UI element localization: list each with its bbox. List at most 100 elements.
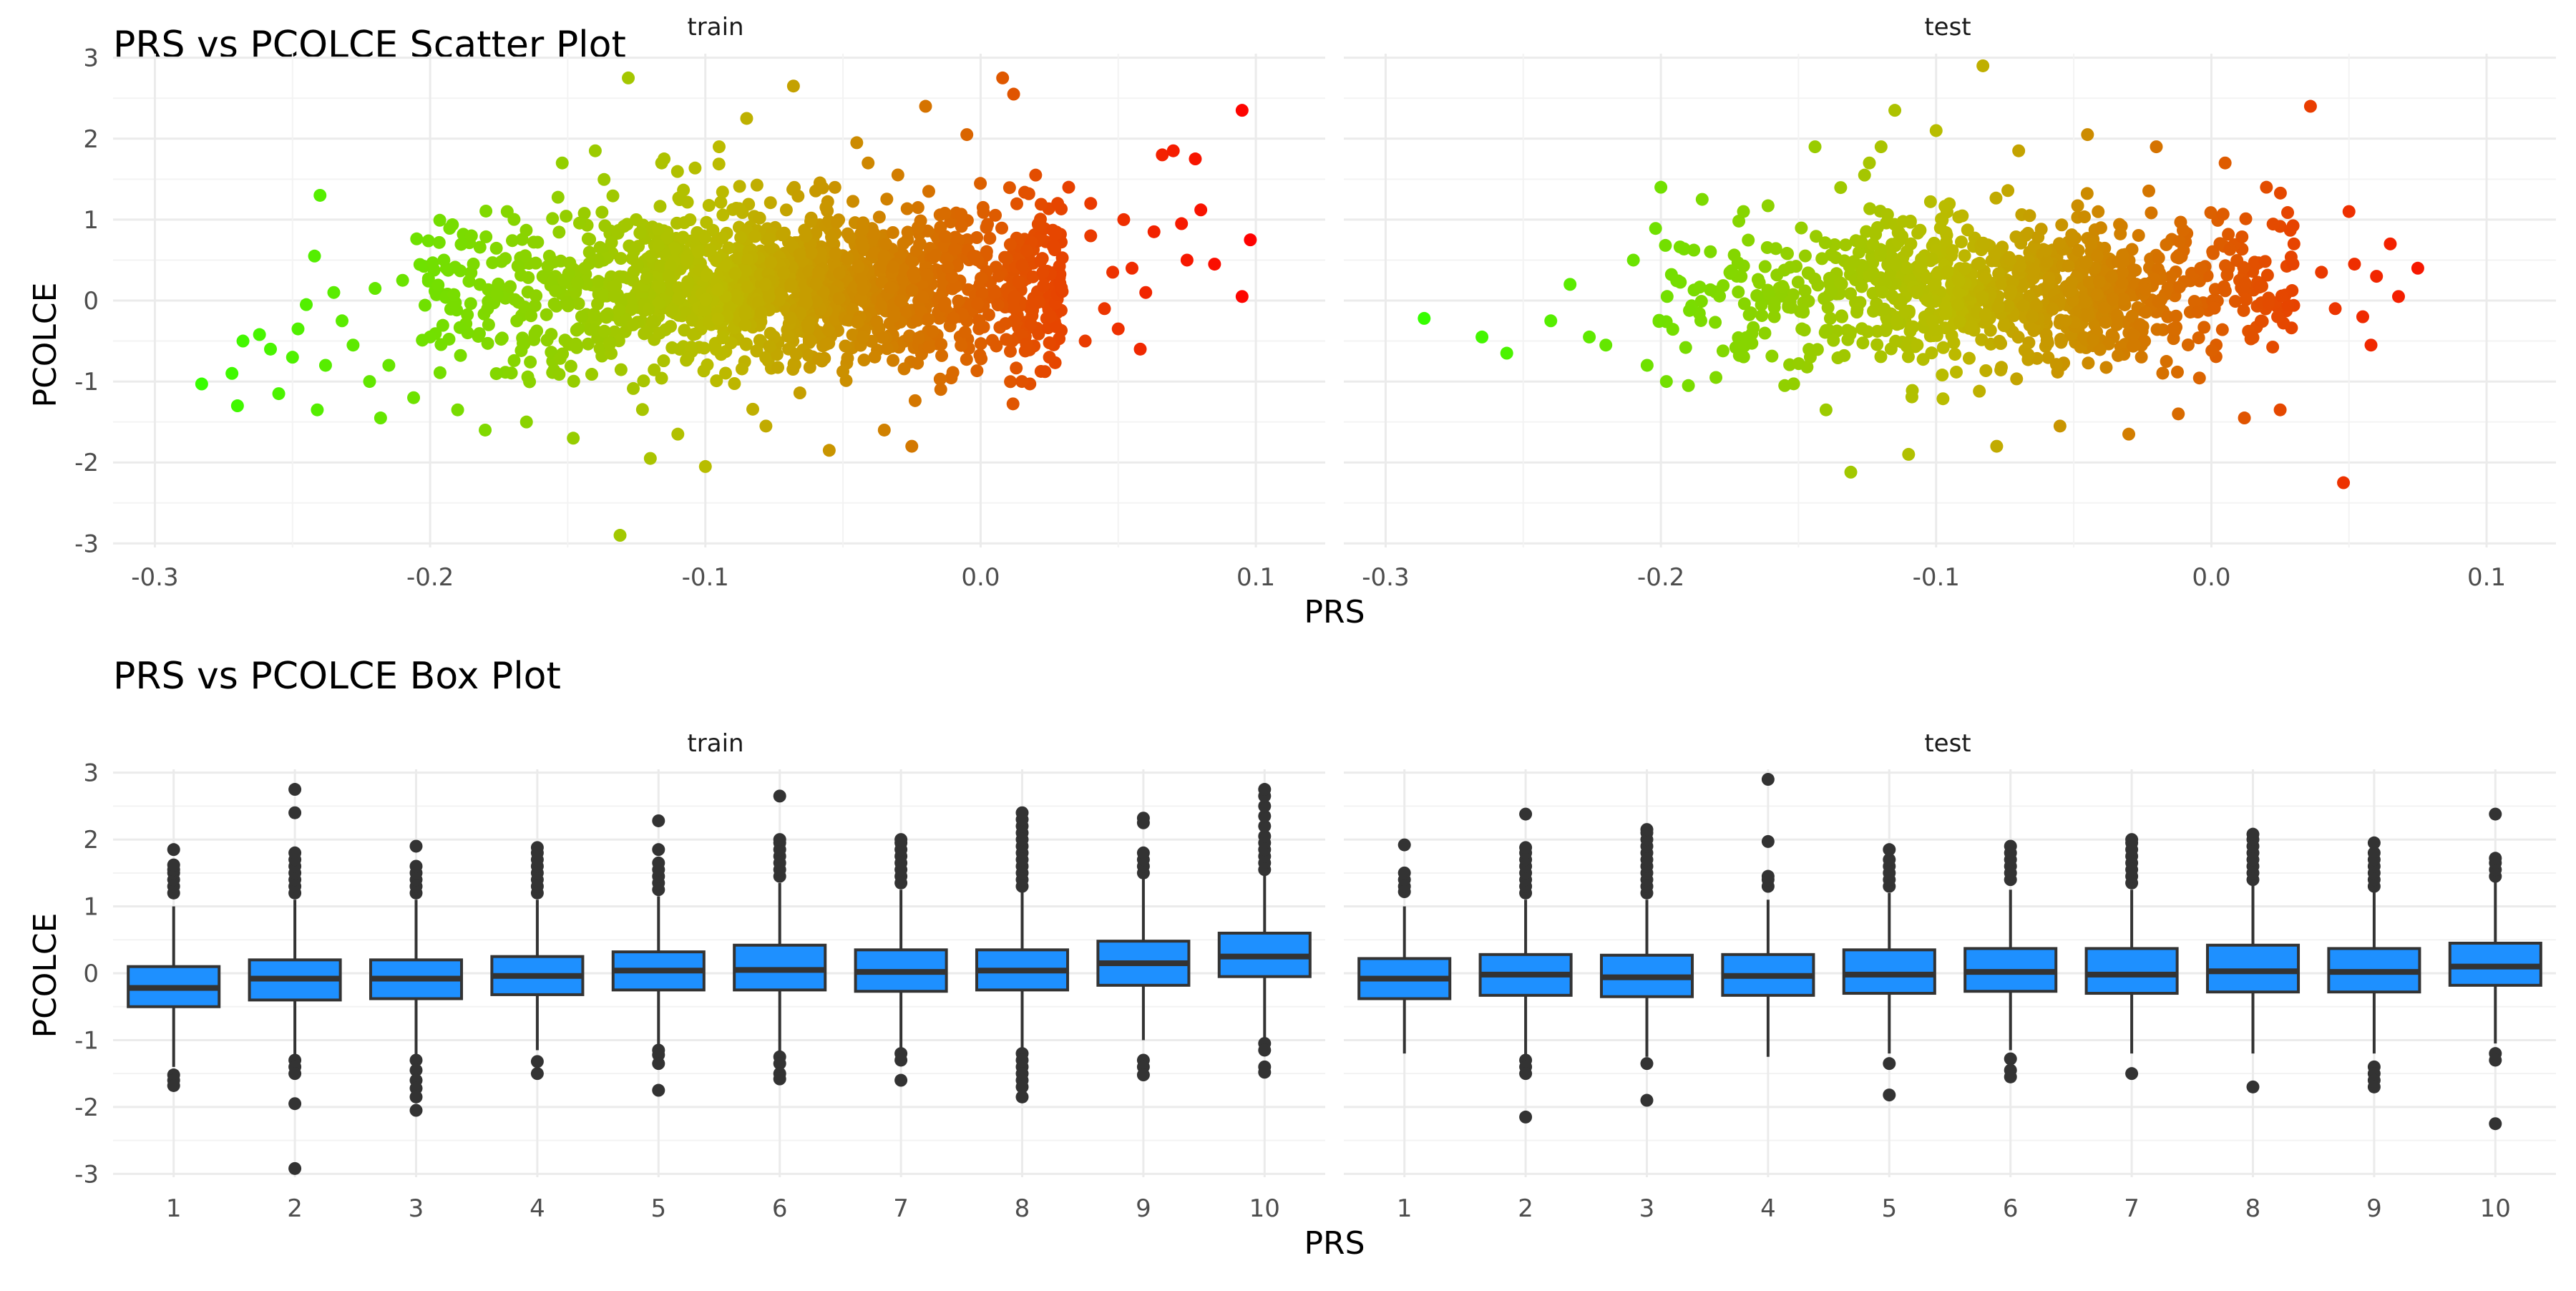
- scatter-point: [950, 259, 964, 273]
- scatter-point: [2021, 226, 2035, 240]
- box-y-tick-labels: -3 -2 -1 0 1 2 3: [74, 759, 99, 1189]
- scatter-point: [1876, 275, 1890, 288]
- scatter-point: [1819, 323, 1833, 337]
- box-outlier: [2367, 846, 2381, 859]
- scatter-point: [264, 342, 278, 356]
- scatter-point: [346, 338, 360, 352]
- scatter-point: [2172, 407, 2185, 421]
- scatter-point: [2170, 309, 2183, 323]
- scatter-point: [1055, 281, 1068, 295]
- scatter-point: [308, 249, 321, 263]
- scatter-point: [934, 383, 947, 396]
- scatter-point: [396, 273, 409, 287]
- scatter-point: [1791, 276, 1805, 289]
- scatter-point: [2356, 310, 2369, 323]
- scatter-point: [1795, 221, 1808, 235]
- scatter-y-tick-label: 3: [83, 44, 99, 73]
- box-x-tick-label: 8: [1015, 1194, 1030, 1223]
- scatter-point: [905, 283, 919, 297]
- scatter-point: [1841, 333, 1855, 346]
- scatter-point: [1687, 243, 1701, 257]
- box-outlier: [1519, 841, 1533, 854]
- scatter-point: [2275, 289, 2288, 303]
- scatter-point: [382, 359, 396, 372]
- scatter-point: [595, 205, 609, 219]
- scatter-point: [2093, 343, 2107, 356]
- scatter-point: [2174, 215, 2187, 229]
- box-plot: PRS vs PCOLCE Box Plot train test -3 -2 -1…: [27, 655, 2556, 1262]
- scatter-point: [2026, 271, 2040, 285]
- scatter-point: [676, 230, 690, 244]
- scatter-y-axis-label: PCOLCE: [27, 283, 64, 408]
- scatter-point: [2133, 318, 2147, 331]
- box-x-tick-label: 6: [772, 1194, 788, 1223]
- scatter-point: [2260, 180, 2273, 194]
- scatter-point: [763, 339, 776, 353]
- scatter-point: [913, 237, 927, 250]
- scatter-point: [567, 374, 580, 388]
- scatter-point: [2001, 299, 2015, 313]
- scatter-point: [784, 278, 798, 291]
- scatter-point: [819, 338, 833, 351]
- scatter-x-tick-label: 0.0: [961, 563, 1000, 592]
- scatter-point: [804, 246, 818, 260]
- scatter-point: [1926, 314, 1939, 328]
- box-outlier: [530, 1055, 544, 1068]
- scatter-test-points: [1418, 59, 2424, 489]
- scatter-point: [2042, 271, 2056, 285]
- scatter-point: [614, 363, 628, 376]
- scatter-point: [1797, 323, 1811, 337]
- box-outlier: [1136, 846, 1150, 859]
- scatter-point: [672, 292, 686, 306]
- scatter-point: [711, 283, 725, 297]
- box-y-tick-label: -3: [74, 1160, 99, 1189]
- scatter-point: [897, 362, 911, 376]
- scatter-point: [653, 326, 666, 340]
- scatter-point: [764, 255, 778, 269]
- scatter-point: [504, 280, 517, 293]
- box-outlier: [1015, 806, 1029, 819]
- scatter-point: [989, 208, 1002, 222]
- scatter-point: [2127, 263, 2140, 276]
- scatter-point: [1062, 180, 1075, 194]
- scatter-point: [640, 271, 653, 285]
- scatter-point: [1020, 337, 1033, 351]
- scatter-point: [670, 165, 684, 178]
- scatter-point: [2192, 331, 2205, 345]
- scatter-point: [740, 112, 753, 125]
- scatter-point: [528, 327, 542, 341]
- scatter-point: [1815, 252, 1829, 265]
- scatter-point: [318, 359, 332, 372]
- scatter-point: [775, 228, 789, 242]
- scatter-point: [654, 259, 668, 273]
- scatter-point: [949, 280, 962, 293]
- scatter-y-tick-label: -1: [74, 368, 99, 396]
- scatter-point: [1958, 249, 1971, 263]
- scatter-point: [598, 219, 612, 233]
- scatter-x-tick-label: 0.1: [1236, 563, 1275, 592]
- scatter-point: [922, 340, 936, 354]
- scatter-point: [1971, 258, 1984, 271]
- scatter-point: [597, 288, 611, 302]
- scatter-point: [1036, 265, 1050, 279]
- box-outlier: [652, 1083, 665, 1097]
- scatter-point: [658, 152, 671, 166]
- box-outlier: [1519, 1067, 1533, 1081]
- scatter-point: [1844, 465, 1858, 479]
- scatter-point: [1951, 298, 1965, 312]
- scatter-point: [1194, 203, 1208, 217]
- box-group-8: [2205, 827, 2301, 1093]
- scatter-point: [1928, 277, 1942, 291]
- scatter-point: [1888, 258, 1902, 271]
- scatter-point: [1649, 222, 1662, 235]
- scatter-point: [2255, 315, 2269, 328]
- scatter-point: [627, 381, 640, 395]
- scatter-point: [1709, 371, 1723, 384]
- scatter-point: [578, 261, 592, 275]
- scatter-point: [718, 366, 732, 380]
- box-outlier: [1761, 773, 1775, 786]
- scatter-point: [1939, 307, 1953, 321]
- scatter-x-tick-labels: -0.3 -0.2 -0.1 0.0 0.1 -0.3 -0.2 -0.1 0.0 0.1: [131, 563, 2506, 592]
- scatter-point: [2222, 228, 2235, 241]
